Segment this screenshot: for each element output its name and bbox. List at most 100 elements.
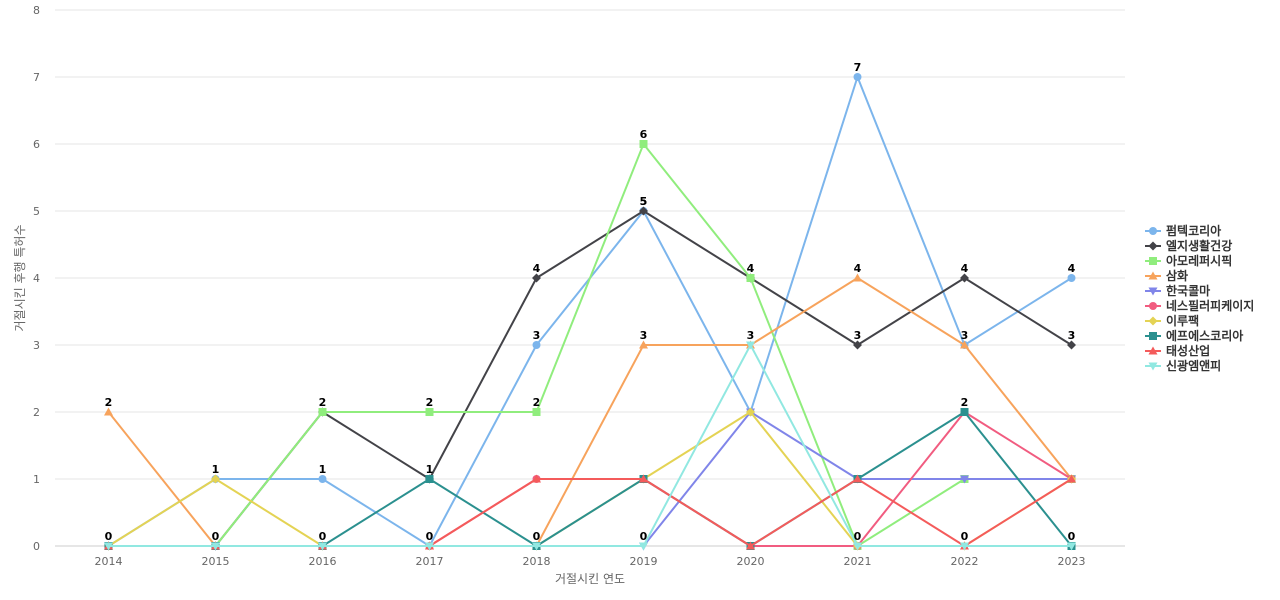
- legend-item[interactable]: 삼화: [1145, 268, 1188, 283]
- x-tick-label: 2016: [309, 555, 337, 568]
- data-label: 3: [747, 329, 755, 342]
- data-point[interactable]: [853, 340, 862, 350]
- y-axis-ticks: 0 1 2 3 4 5 6 7 8: [33, 4, 40, 553]
- data-point[interactable]: [532, 341, 541, 349]
- data-point[interactable]: [532, 273, 541, 283]
- x-tick-label: 2015: [202, 555, 230, 568]
- legend-item[interactable]: 펌텍코리아: [1145, 223, 1221, 238]
- data-point[interactable]: [746, 341, 755, 350]
- data-point[interactable]: [211, 474, 220, 484]
- data-point[interactable]: [639, 140, 648, 148]
- data-label: 3: [854, 329, 862, 342]
- data-point[interactable]: [639, 340, 648, 349]
- y-tick-label: 5: [33, 205, 40, 218]
- data-point[interactable]: [104, 542, 113, 551]
- data-point[interactable]: [960, 542, 969, 551]
- data-label: 2: [426, 396, 434, 409]
- data-label: 0: [319, 530, 327, 543]
- data-point[interactable]: [1067, 274, 1076, 282]
- legend-label: 네스필러피케이지: [1166, 298, 1254, 313]
- data-point[interactable]: [532, 474, 541, 483]
- data-label: 1: [212, 463, 220, 476]
- data-point[interactable]: [425, 408, 434, 416]
- data-point[interactable]: [532, 408, 541, 416]
- y-tick-label: 7: [33, 71, 40, 84]
- data-label: 0: [961, 530, 969, 543]
- legend-marker: [1148, 362, 1158, 371]
- data-label: 3: [1068, 329, 1076, 342]
- legend-item[interactable]: 신광엠앤피: [1145, 358, 1221, 373]
- data-point[interactable]: [960, 475, 969, 484]
- data-label: 4: [961, 262, 969, 275]
- data-point[interactable]: [639, 206, 648, 216]
- data-point[interactable]: [318, 475, 327, 483]
- legend-label: 에프에스코리아: [1166, 328, 1243, 343]
- data-point[interactable]: [532, 542, 541, 551]
- data-label: 4: [533, 262, 541, 275]
- data-point[interactable]: [746, 274, 755, 282]
- legend-label: 아모레퍼시픽: [1166, 253, 1232, 268]
- data-label: 0: [640, 530, 648, 543]
- data-label: 0: [1068, 530, 1076, 543]
- data-point[interactable]: [425, 542, 434, 551]
- legend-item[interactable]: 엘지생활건강: [1145, 238, 1232, 253]
- data-point[interactable]: [960, 273, 969, 283]
- legend-marker: [1148, 287, 1158, 296]
- x-tick-label: 2022: [951, 555, 979, 568]
- legend-label: 이루팩: [1166, 313, 1199, 328]
- legend-item[interactable]: 에프에스코리아: [1145, 328, 1243, 343]
- data-label: 2: [105, 396, 113, 409]
- y-tick-label: 1: [33, 473, 40, 486]
- x-tick-label: 2018: [523, 555, 551, 568]
- series-10[interactable]: [104, 341, 1076, 551]
- y-tick-label: 4: [33, 272, 40, 285]
- data-point[interactable]: [639, 542, 648, 551]
- data-point[interactable]: [853, 474, 862, 483]
- legend-item[interactable]: 한국콜마: [1145, 283, 1210, 298]
- data-point[interactable]: [1067, 474, 1076, 483]
- data-point[interactable]: [1067, 542, 1076, 551]
- data-label: 0: [533, 530, 541, 543]
- data-label: 1: [319, 463, 327, 476]
- legend-label: 엘지생활건강: [1166, 238, 1232, 253]
- data-point[interactable]: [318, 408, 327, 416]
- data-point[interactable]: [1067, 340, 1076, 350]
- series-line[interactable]: [108, 210, 1073, 547]
- data-point[interactable]: [318, 542, 327, 551]
- legend-item[interactable]: 이루팩: [1145, 313, 1199, 328]
- series-line[interactable]: [108, 344, 1072, 547]
- data-point[interactable]: [639, 474, 648, 483]
- legend-item[interactable]: 네스필러피케이지: [1145, 298, 1254, 313]
- legend[interactable]: 펌텍코리아엘지생활건강아모레퍼시픽삼화한국콜마네스필러피케이지이루팩에프에스코리…: [1145, 223, 1254, 373]
- data-point[interactable]: [746, 541, 755, 550]
- data-label: 3: [961, 329, 969, 342]
- data-point[interactable]: [853, 273, 862, 282]
- x-tick-label: 2017: [416, 555, 444, 568]
- data-point[interactable]: [425, 475, 434, 483]
- data-label: 0: [105, 530, 113, 543]
- data-label: 1: [426, 463, 434, 476]
- legend-item[interactable]: 태성산업: [1145, 343, 1210, 358]
- data-label: 3: [640, 329, 648, 342]
- legend-marker: [1149, 257, 1157, 265]
- legend-marker: [1148, 271, 1158, 280]
- data-point[interactable]: [960, 340, 969, 349]
- y-tick-label: 3: [33, 339, 40, 352]
- y-tick-label: 6: [33, 138, 40, 151]
- series-line[interactable]: [107, 76, 1073, 547]
- data-label: 2: [319, 396, 327, 409]
- x-axis-title: 거절시킨 연도: [555, 572, 625, 586]
- x-axis-ticks: 2014 2015 2016 2017 2018 2019 2020 2021 2022 2023: [95, 555, 1086, 568]
- data-point[interactable]: [746, 407, 755, 417]
- data-point[interactable]: [960, 408, 969, 416]
- data-point[interactable]: [853, 73, 862, 81]
- data-point[interactable]: [211, 542, 220, 551]
- legend-item[interactable]: 아모레퍼시픽: [1145, 253, 1232, 268]
- data-label: 4: [1068, 262, 1076, 275]
- legend-marker: [1149, 227, 1157, 235]
- data-point[interactable]: [104, 407, 113, 416]
- data-point[interactable]: [853, 542, 862, 551]
- y-tick-label: 0: [33, 540, 40, 553]
